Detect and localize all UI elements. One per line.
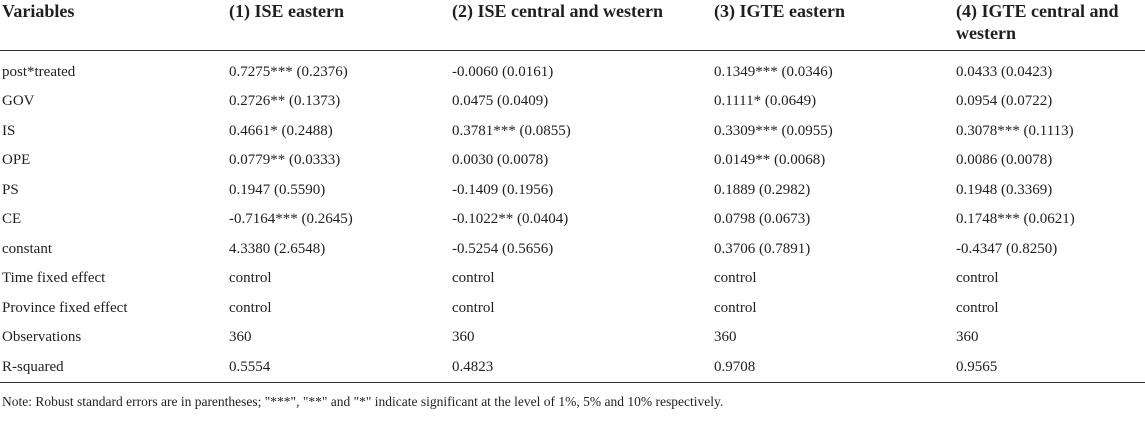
table-row: Observations 360 360 360 360	[0, 323, 1145, 353]
table-cell: 0.0149** (0.0068)	[714, 152, 826, 169]
table-row: Province fixed effect control control contr…	[0, 293, 1145, 323]
table-header: Variables (1) ISE eastern (2) ISE centra…	[0, 0, 1145, 51]
table-cell: 360	[956, 329, 979, 346]
table-cell: control	[956, 299, 999, 316]
table-cell: 360	[452, 329, 475, 346]
row-variable-label: post*treated	[2, 63, 76, 80]
table-cell: 360	[229, 329, 252, 346]
table-row: GOV 0.2726** (0.1373) 0.0475 (0.0409) 0.111…	[0, 87, 1145, 117]
table-cell: 4.3380 (2.6548)	[229, 240, 326, 257]
header-ise-central-western: (2) ISE central and western	[450, 0, 712, 51]
table-cell: -0.5254 (0.5656)	[452, 240, 554, 257]
table-cell: 360	[714, 329, 737, 346]
table-row: IS 0.4661* (0.2488) 0.3781*** (0.0855) 0.33…	[0, 116, 1145, 146]
table-row: post*treated 0.7275*** (0.2376) -0.0060 (0…	[0, 51, 1145, 87]
row-variable-label: PS	[2, 181, 19, 198]
table-cell: control	[956, 270, 999, 287]
table-cell: control	[714, 270, 757, 287]
row-variable-label: Province fixed effect	[2, 299, 128, 316]
table-cell: control	[452, 270, 495, 287]
header-igte-eastern: (3) IGTE eastern	[712, 0, 954, 51]
table-cell: 0.1111* (0.0649)	[714, 93, 817, 110]
header-variables: Variables	[0, 0, 227, 51]
table-body: post*treated 0.7275*** (0.2376) -0.0060 (0…	[0, 51, 1145, 383]
regression-table: Variables (1) ISE eastern (2) ISE centra…	[0, 0, 1145, 383]
table-cell: 0.3078*** (0.1113)	[956, 122, 1074, 139]
table-cell: 0.0779** (0.0333)	[229, 152, 341, 169]
row-variable-label: CE	[2, 211, 22, 228]
table-note: Note: Robust standard errors are in pare…	[2, 393, 724, 409]
table-cell: -0.4347 (0.8250)	[956, 240, 1058, 257]
table-cell: control	[452, 299, 495, 316]
table-row: OPE 0.0779** (0.0333) 0.0030 (0.0078) 0.014…	[0, 146, 1145, 176]
table-cell: 0.9708	[712, 352, 954, 383]
table-cell: 0.4661* (0.2488)	[229, 122, 333, 139]
table-cell: 0.0798 (0.0673)	[714, 211, 811, 228]
table-cell: 0.2726** (0.1373)	[229, 93, 341, 110]
table-row: Time fixed effect control control control co…	[0, 264, 1145, 294]
table-cell: 0.1889 (0.2982)	[714, 181, 811, 198]
table-cell: -0.0060 (0.0161)	[452, 63, 554, 80]
table-cell: control	[714, 299, 757, 316]
table-cell: -0.1022** (0.0404)	[452, 211, 569, 228]
table-cell: 0.1947 (0.5590)	[229, 181, 326, 198]
table-cell: 0.0030 (0.0078)	[452, 152, 549, 169]
table-cell: -0.7164*** (0.2645)	[229, 211, 353, 228]
table-cell: 0.1748*** (0.0621)	[956, 211, 1075, 228]
table-cell: 0.3781*** (0.0855)	[452, 122, 571, 139]
row-variable-label: Observations	[2, 329, 82, 346]
table-row: constant 4.3380 (2.6548) -0.5254 (0.5656) 0…	[0, 234, 1145, 264]
table-row: PS 0.1947 (0.5590) -0.1409 (0.1956) 0.1889 …	[0, 175, 1145, 205]
table-cell: 0.3706 (0.7891)	[714, 240, 811, 257]
table-cell: 0.0086 (0.0078)	[956, 152, 1053, 169]
table-cell: 0.9565	[954, 352, 1145, 383]
table-cell: 0.1349*** (0.0346)	[714, 63, 833, 80]
table-cell: 0.5554	[227, 352, 450, 383]
table-cell: 0.0475 (0.0409)	[452, 93, 549, 110]
table-cell: -0.1409 (0.1956)	[452, 181, 554, 198]
row-variable-label: GOV	[2, 93, 35, 110]
table-cell: control	[229, 270, 272, 287]
table-cell: control	[229, 299, 272, 316]
row-variable-label: Time fixed effect	[2, 270, 106, 287]
table-cell: 0.3309*** (0.0955)	[714, 122, 833, 139]
header-ise-eastern: (1) ISE eastern	[227, 0, 450, 51]
table-row: CE -0.7164*** (0.2645) -0.1022** (0.0404) 0…	[0, 205, 1145, 235]
header-igte-central-western: (4) IGTE central and western	[954, 0, 1145, 51]
header-row: Variables (1) ISE eastern (2) ISE centra…	[0, 0, 1145, 51]
row-variable-label: OPE	[2, 152, 31, 169]
table-cell: 0.4823	[450, 352, 712, 383]
row-variable-label: R-squared	[0, 352, 227, 383]
table-cell: 0.0433 (0.0423)	[956, 63, 1053, 80]
table-cell: 0.1948 (0.3369)	[956, 181, 1053, 198]
table-cell: 0.7275*** (0.2376)	[229, 63, 348, 80]
row-variable-label: IS	[2, 122, 16, 139]
table-cell: 0.0954 (0.0722)	[956, 93, 1053, 110]
table-row: R-squared 0.5554 0.4823 0.9708 0.9565	[0, 352, 1145, 383]
row-variable-label: constant	[2, 240, 52, 257]
